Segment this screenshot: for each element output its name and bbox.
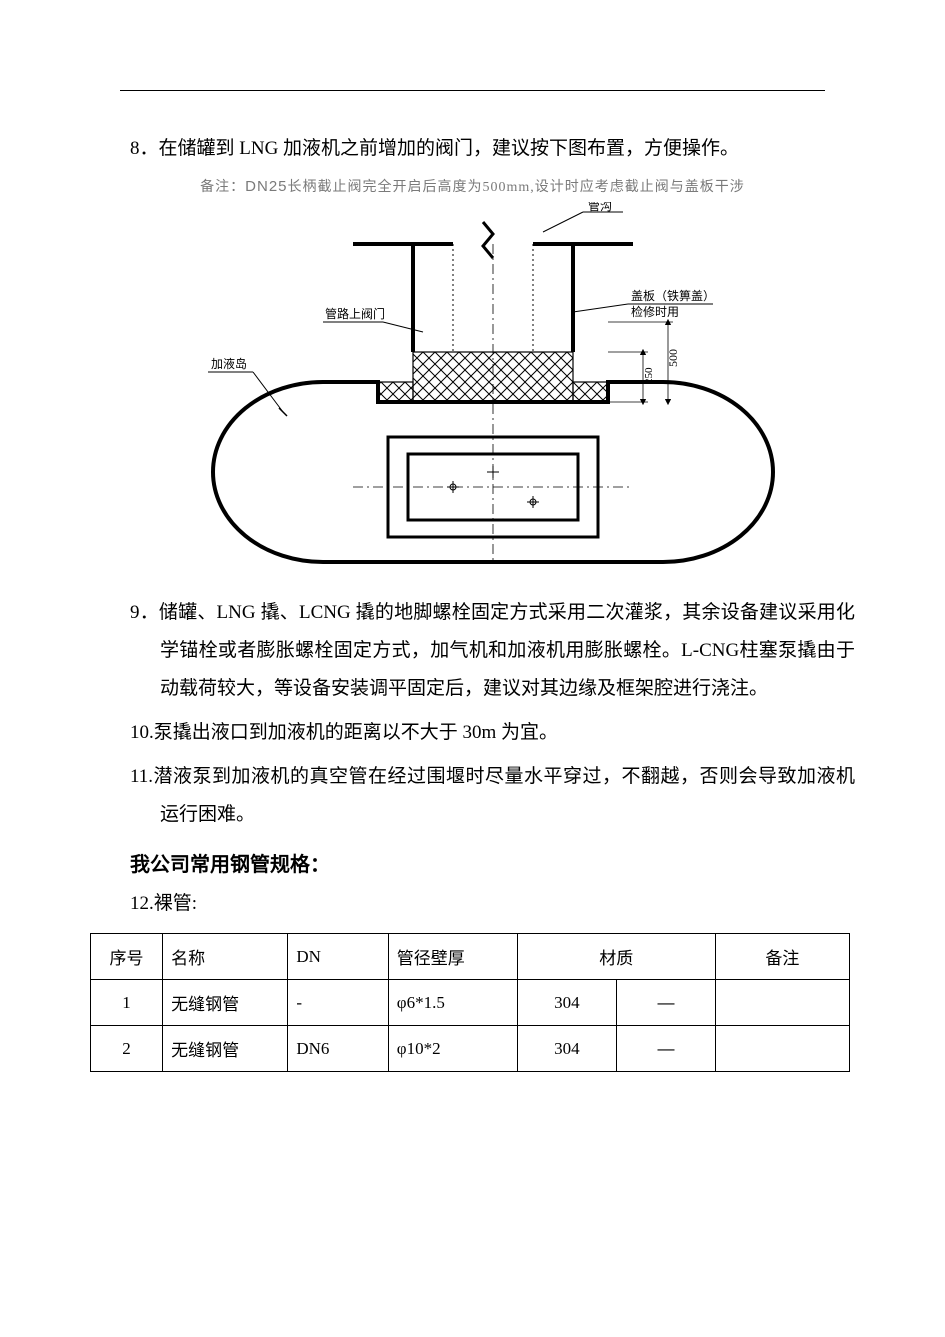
diagram-caption: 备注：DN25长柄截止阀完全开启后高度为500mm,设计时应考虑截止阀与盖板干涉 <box>153 176 793 196</box>
cell-mat1: 304 <box>517 980 617 1026</box>
pipe-spec-table: 序号 名称 DN 管径壁厚 材质 备注 1 无缝钢管 - φ6*1.5 304 … <box>90 933 850 1072</box>
cell-seq: 1 <box>91 980 163 1026</box>
cell-note <box>715 1026 849 1072</box>
dim-250: 250 <box>643 367 655 384</box>
cell-mat2: — <box>617 1026 716 1072</box>
label-cover-a: 盖板（铁箅盖） <box>631 288 715 303</box>
table-header-row: 序号 名称 DN 管径壁厚 材质 备注 <box>91 934 850 980</box>
caption-dn: DN25 <box>245 178 287 195</box>
item-12: 12.裸管: <box>130 885 855 923</box>
table-row: 1 无缝钢管 - φ6*1.5 304 — <box>91 980 850 1026</box>
item-8: 8．在储罐到 LNG 加液机之前增加的阀门，建议按下图布置，方便操作。 <box>130 130 855 168</box>
valve-label: 管路上阀门 <box>323 306 423 332</box>
diagram-svg: 管沟 盖板（铁箅盖） 检修时用 管路上阀门 <box>153 202 793 582</box>
cell-spec: φ6*1.5 <box>388 980 517 1026</box>
label-pipe-trench: 管沟 <box>588 202 612 213</box>
caption-prefix: 备注： <box>200 180 245 195</box>
cover-plate-label: 盖板（铁箅盖） 检修时用 <box>573 288 715 319</box>
dim-500: 500 <box>666 349 680 367</box>
item-10: 10.泵撬出液口到加液机的距离以不大于 30m 为宜。 <box>130 714 855 752</box>
table-row: 2 无缝钢管 DN6 φ10*2 304 — <box>91 1026 850 1072</box>
cell-dn: - <box>288 980 388 1026</box>
cell-dn: DN6 <box>288 1026 388 1072</box>
label-cover-b: 检修时用 <box>631 304 679 319</box>
section-heading: 我公司常用钢管规格： <box>130 848 855 877</box>
cell-name: 无缝钢管 <box>163 1026 288 1072</box>
th-spec: 管径壁厚 <box>388 934 517 980</box>
diagram-block: 备注：DN25长柄截止阀完全开启后高度为500mm,设计时应考虑截止阀与盖板干涉 <box>153 176 793 582</box>
label-island: 加液岛 <box>211 356 247 371</box>
item-11: 11.潜液泵到加液机的真空管在经过围堰时尽量水平穿过，不翻越，否则会导致加液机运… <box>90 758 855 834</box>
caption-rest: 长柄截止阀完全开启后高度为500mm,设计时应考虑截止阀与盖板干涉 <box>288 180 745 195</box>
th-note: 备注 <box>715 934 849 980</box>
th-seq: 序号 <box>91 934 163 980</box>
cell-note <box>715 980 849 1026</box>
label-valve: 管路上阀门 <box>325 306 385 321</box>
cell-mat1: 304 <box>517 1026 617 1072</box>
th-name: 名称 <box>163 934 288 980</box>
dimensions: 500 250 <box>608 322 680 402</box>
content: 8．在储罐到 LNG 加液机之前增加的阀门，建议按下图布置，方便操作。 备注：D… <box>90 130 855 1072</box>
th-material: 材质 <box>517 934 715 980</box>
item-9: 9．储罐、LNG 撬、LCNG 撬的地脚螺栓固定方式采用二次灌浆，其余设备建议采… <box>90 594 855 708</box>
page: 8．在储罐到 LNG 加液机之前增加的阀门，建议按下图布置，方便操作。 备注：D… <box>0 0 945 1337</box>
cell-mat2: — <box>617 980 716 1026</box>
cell-name: 无缝钢管 <box>163 980 288 1026</box>
cell-spec: φ10*2 <box>388 1026 517 1072</box>
cell-seq: 2 <box>91 1026 163 1072</box>
header-rule <box>120 90 825 91</box>
th-dn: DN <box>288 934 388 980</box>
